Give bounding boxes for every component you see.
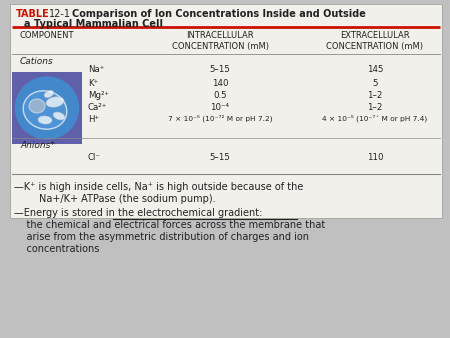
Text: Na⁺: Na⁺ [88,65,104,74]
Text: 110: 110 [367,153,383,162]
Text: Comparison of Ion Concentrations Inside and Outside: Comparison of Ion Concentrations Inside … [72,9,366,19]
Text: 1–2: 1–2 [367,91,382,100]
Text: TABLE: TABLE [16,9,50,19]
Text: 5: 5 [372,79,378,88]
Text: EXTRACELLULAR
CONCENTRATION (mM): EXTRACELLULAR CONCENTRATION (mM) [327,31,423,51]
Text: 0.5: 0.5 [213,91,227,100]
Text: —K⁺ is high inside cells, Na⁺ is high outside because of the: —K⁺ is high inside cells, Na⁺ is high ou… [14,182,303,192]
Text: 12-1: 12-1 [49,9,71,19]
Text: 5–15: 5–15 [210,65,230,74]
Text: INTRACELLULAR
CONCENTRATION (mM): INTRACELLULAR CONCENTRATION (mM) [171,31,269,51]
Text: 7 × 10⁻⁵ (10⁻⁷² M or pH 7.2): 7 × 10⁻⁵ (10⁻⁷² M or pH 7.2) [168,115,272,122]
FancyBboxPatch shape [10,4,442,218]
Ellipse shape [23,91,67,129]
Text: 1–2: 1–2 [367,103,382,112]
Text: 145: 145 [367,65,383,74]
Text: Na+/K+ ATPase (the sodium pump).: Na+/K+ ATPase (the sodium pump). [14,194,216,204]
Ellipse shape [46,97,64,107]
Text: Anions*: Anions* [20,141,55,150]
Ellipse shape [29,99,45,113]
Ellipse shape [15,76,79,140]
Ellipse shape [53,112,65,120]
Text: H⁺: H⁺ [88,115,99,124]
Ellipse shape [44,91,54,97]
Text: Cations: Cations [20,57,54,66]
Text: concentrations: concentrations [14,244,99,254]
Text: K⁺: K⁺ [88,79,98,88]
Text: 4 × 10⁻⁵ (10⁻⁷´ M or pH 7.4): 4 × 10⁻⁵ (10⁻⁷´ M or pH 7.4) [322,115,428,122]
FancyBboxPatch shape [12,72,82,144]
Text: Mg²⁺: Mg²⁺ [88,91,109,100]
Text: COMPONENT: COMPONENT [20,31,75,40]
Text: Ca²⁺: Ca²⁺ [88,103,108,112]
Text: 10⁻⁴: 10⁻⁴ [211,103,230,112]
Text: a Typical Mammalian Cell: a Typical Mammalian Cell [24,19,163,29]
Text: the chemical and electrical forces across the membrane that: the chemical and electrical forces acros… [14,220,325,230]
Text: 5–15: 5–15 [210,153,230,162]
Text: arise from the asymmetric distribution of charges and ion: arise from the asymmetric distribution o… [14,232,309,242]
Ellipse shape [38,116,52,124]
Text: 140: 140 [212,79,228,88]
Text: —Energy is stored in the electrochemical gradient:: —Energy is stored in the electrochemical… [14,208,262,218]
Text: Cl⁻: Cl⁻ [88,153,101,162]
